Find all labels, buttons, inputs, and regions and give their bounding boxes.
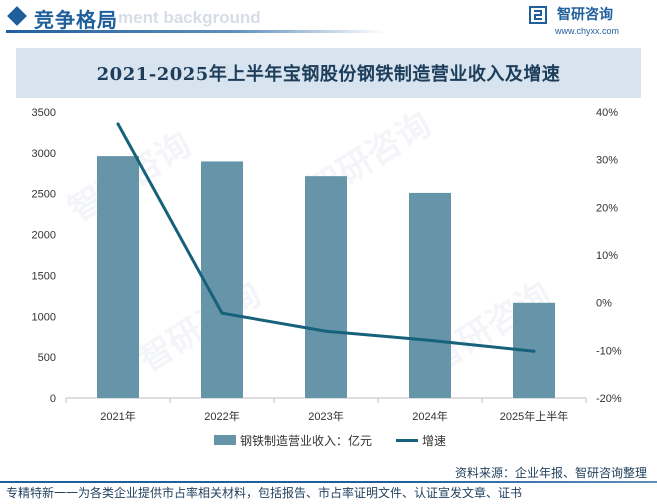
source-note: 资料来源：企业年报、智研咨询整理 [454, 466, 647, 480]
x-tick-label: 2023年 [308, 409, 343, 423]
y-left-tick-label: 2500 [32, 189, 56, 201]
footer-divider [0, 481, 657, 483]
y-left-tick-label: 1000 [32, 311, 56, 323]
y-left-tick-label: 500 [38, 352, 56, 364]
x-tick-label: 2024年 [412, 409, 447, 423]
growth-point [428, 338, 432, 342]
y-left-tick-label: 3500 [32, 107, 56, 119]
legend-item-revenue: 钢铁制造营业收入：亿元 [214, 431, 372, 449]
header: 竞争格局 ment background 智研咨询 www.chyxx.com [0, 0, 657, 38]
bar [409, 192, 451, 398]
y-left-tick-label: 2000 [32, 230, 56, 242]
growth-point [220, 311, 224, 315]
combo-chart: 0 500 1000 1500 2000 2500 3000 3500 -20% -10% 0% 10… [32, 107, 622, 423]
bar [97, 156, 139, 398]
brand: 智研咨询 www.chyxx.com [529, 4, 639, 36]
y-right-tick-label: 40% [596, 107, 618, 119]
brand-name: 智研咨询 [557, 7, 613, 23]
legend-line-swatch [396, 438, 418, 442]
legend-label-growth: 增速 [422, 433, 447, 448]
y-right-tick-label: -20% [596, 393, 622, 405]
bar [201, 161, 243, 398]
growth-point [532, 349, 536, 353]
growth-point [116, 122, 120, 126]
y-right-tick-label: 30% [596, 155, 618, 167]
diamond-icon [7, 6, 27, 26]
brand-logo-icon [529, 6, 547, 24]
header-divider [6, 30, 386, 33]
legend-bar-swatch [214, 435, 236, 445]
legend: 钢铁制造营业收入：亿元 增速 [0, 431, 657, 451]
y-left-tick-label: 1500 [32, 270, 56, 282]
x-tick-label: 2025年上半年 [500, 409, 568, 423]
legend-label-revenue: 钢铁制造营业收入：亿元 [240, 433, 373, 448]
x-tick-label: 2021年 [100, 409, 135, 423]
section-title: 竞争格局 [34, 8, 118, 32]
growth-point [324, 329, 328, 333]
y-left-tick-label: 3000 [32, 148, 56, 160]
chart-title: 2021-2025年上半年宝钢股份钢铁制造营业收入及增速 [96, 64, 561, 85]
x-tick-label: 2022年 [204, 409, 239, 423]
y-right-tick-label: 0% [596, 298, 612, 310]
y-left-tick-label: 0 [50, 393, 56, 405]
bar [305, 176, 347, 398]
legend-item-growth: 增速 [396, 431, 446, 449]
y-right-tick-label: 20% [596, 202, 618, 214]
footer-tagline: 专精特新一一为各类企业提供市占率相关材料，包括报告、市占率证明文件、认证宣发文章… [6, 486, 523, 500]
chart-title-band: 2021-2025年上半年宝钢股份钢铁制造营业收入及增速 [16, 48, 641, 98]
brand-url: www.chyxx.com [555, 26, 620, 36]
background-text: ment background [118, 8, 261, 27]
footer-bar: 专精特新一一为各类企业提供市占率相关材料，包括报告、市占率证明文件、认证宣发文章… [0, 481, 657, 504]
y-right-tick-label: -10% [596, 345, 622, 357]
chart-area: 0 500 1000 1500 2000 2500 3000 3500 -20% -10% 0% 10… [0, 98, 657, 458]
y-right-tick-label: 10% [596, 250, 618, 262]
